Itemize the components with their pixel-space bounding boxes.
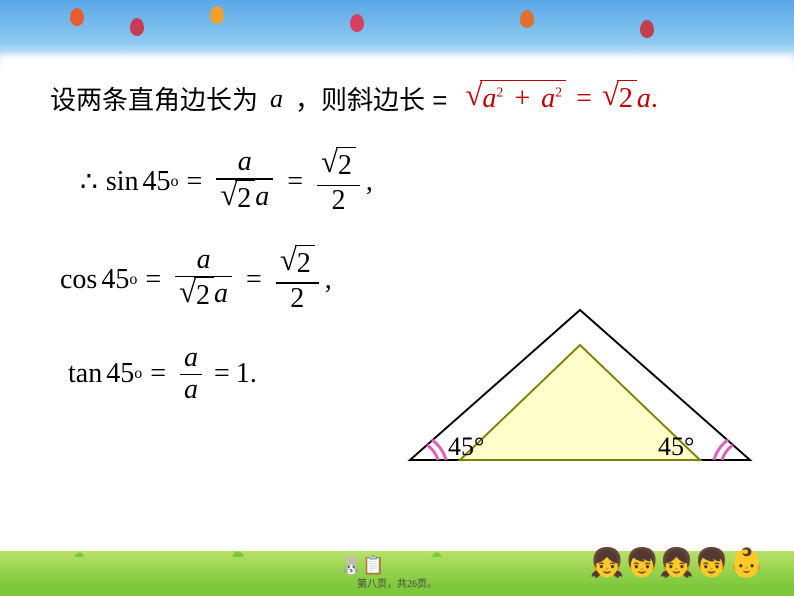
sqrt-icon: √2: [220, 180, 255, 217]
balloon-icon: [350, 14, 364, 32]
page-footer: 第八页，共26页。: [357, 575, 437, 590]
tan-angle: 45: [106, 358, 134, 390]
triangle-diagram: 45° 45°: [400, 300, 760, 480]
cos-denroot: 2: [194, 277, 214, 314]
balloon-icon: [640, 20, 654, 38]
hyp-eq: =: [576, 83, 592, 115]
sqrt-icon: √2: [280, 245, 315, 282]
degree-symbol: o: [171, 173, 179, 191]
cos-num2root: 2: [295, 245, 315, 282]
sqrt-icon: √2: [179, 277, 214, 314]
tan-func: tan: [68, 358, 102, 390]
sqrt-icon: √ 2: [602, 80, 637, 117]
cos-angle: 45: [101, 264, 129, 296]
sin-frac1: a √2a: [216, 147, 273, 217]
kids-illustration: 👧👦👧👦👶: [590, 550, 764, 578]
balloon-icon: [70, 8, 84, 26]
balloon-icon: [210, 6, 224, 24]
sin-num1: a: [234, 147, 256, 178]
sqrt-icon: √2: [321, 147, 356, 184]
tan-result: 1.: [236, 358, 257, 390]
sin-denroot: 2: [235, 180, 255, 217]
sin-frac2: √2 2: [317, 147, 360, 217]
hyp-a1: a: [482, 83, 496, 114]
degree-symbol: o: [134, 365, 142, 383]
sin-eq2: =: [287, 166, 303, 198]
sin-angle: 45: [143, 166, 171, 198]
tan-eq1: =: [150, 358, 166, 390]
hyp-period: .: [651, 83, 658, 115]
sin-eq1: =: [187, 166, 203, 198]
sin-func: sin: [106, 166, 139, 198]
premise-line: 设两条直角边长为 a ，则斜边长 = √ a2 + a2 = √ 2 a.: [50, 80, 754, 117]
hyp-exp2: 2: [555, 86, 562, 101]
hyp-a2: a: [541, 83, 555, 114]
balloon-icon: [130, 18, 144, 36]
cos-eq2: =: [246, 264, 262, 296]
premise-after: ，则斜边长 =: [295, 80, 447, 117]
cos-num1: a: [193, 245, 215, 276]
sin-equation: ∴ sin 45o = a √2a = √2 2 ,: [80, 147, 754, 217]
tan-den: a: [180, 375, 202, 406]
balloon-icon: [520, 10, 534, 28]
bunny-sign-icon: 🐰📋: [340, 555, 385, 576]
hyp-exp1: 2: [496, 86, 503, 101]
angle-right-label: 45°: [658, 432, 694, 462]
hyp-resvar: a: [637, 83, 651, 115]
cos-eq1: =: [145, 264, 161, 296]
tan-frac: a a: [180, 343, 202, 406]
cos-func: cos: [60, 264, 97, 296]
sin-denvar: a: [255, 181, 269, 212]
hypotenuse-formula: √ a2 + a2 = √ 2 a.: [465, 80, 657, 117]
tan-eq2: =: [214, 358, 230, 390]
sin-den2: 2: [327, 186, 349, 217]
angle-left-label: 45°: [448, 432, 484, 462]
cos-denvar: a: [214, 278, 228, 309]
hyp-plus: +: [514, 83, 530, 114]
degree-symbol: o: [129, 271, 137, 289]
sin-tail: ,: [366, 166, 373, 198]
tan-num: a: [180, 343, 202, 374]
cos-frac1: a √2a: [175, 245, 232, 315]
cos-tail: ,: [325, 264, 332, 296]
therefore-symbol: ∴: [80, 165, 98, 199]
sin-num2root: 2: [336, 147, 356, 184]
cos-den2: 2: [286, 284, 308, 315]
hyp-root2: 2: [617, 80, 637, 117]
cos-frac2: √2 2: [276, 245, 319, 315]
sqrt-icon: √ a2 + a2: [465, 80, 566, 117]
premise-before: 设两条直角边长为: [50, 80, 258, 117]
premise-variable: a: [270, 84, 283, 114]
